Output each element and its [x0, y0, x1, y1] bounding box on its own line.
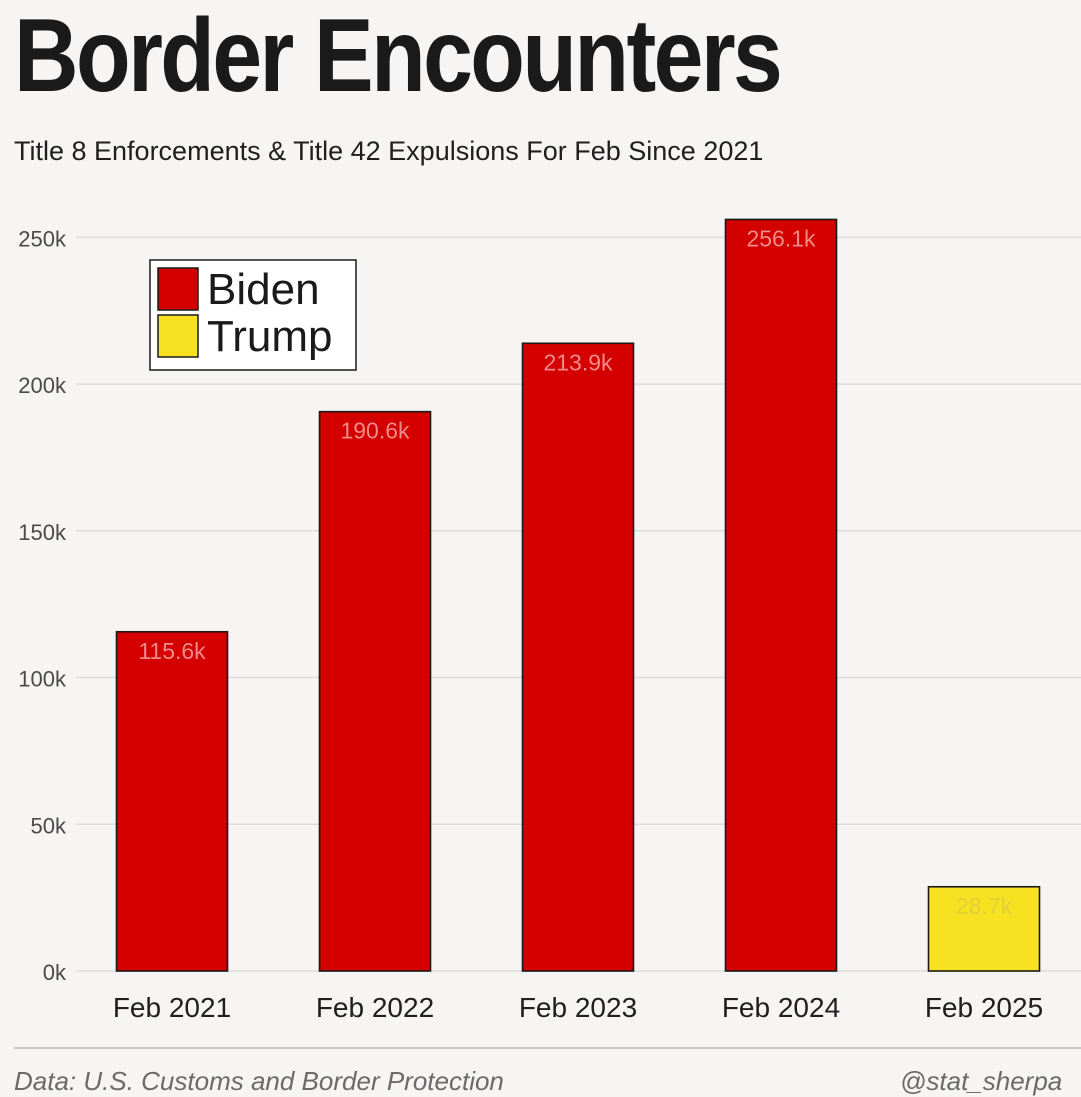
bar-value-label: 190.6k — [340, 418, 410, 444]
chart-subtitle: Title 8 Enforcements & Title 42 Expulsio… — [14, 136, 764, 166]
legend-label: Trump — [207, 312, 333, 361]
bar-value-label: 115.6k — [138, 638, 206, 664]
x-tick-label: Feb 2023 — [519, 992, 637, 1023]
bar-value-label: 213.9k — [543, 349, 613, 375]
y-tick-label: 0k — [43, 960, 67, 985]
legend-label: Biden — [207, 265, 320, 314]
legend-swatch — [157, 267, 199, 311]
bar-value-label: 28.7k — [956, 893, 1013, 919]
x-tick-label: Feb 2024 — [722, 992, 840, 1023]
x-tick-label: Feb 2022 — [316, 992, 434, 1023]
bar — [927, 885, 1041, 972]
y-tick-label: 200k — [18, 373, 67, 398]
bar-value-label: 256.1k — [746, 225, 816, 251]
bar — [521, 342, 635, 972]
x-tick-label: Feb 2025 — [925, 992, 1043, 1023]
x-tick-label: Feb 2021 — [113, 992, 231, 1023]
y-tick-label: 150k — [18, 520, 67, 545]
legend-swatch — [157, 314, 199, 358]
y-tick-label: 250k — [18, 226, 67, 251]
y-tick-label: 100k — [18, 667, 67, 692]
footer-divider — [14, 1047, 1081, 1049]
bar — [318, 410, 432, 972]
bar-chart: 0k 50k 100k 150k 200k 250k 115.6k Feb 2021 190.6… — [18, 218, 1081, 1023]
chart-title: Border Encounters — [14, 0, 783, 114]
y-tick-label: 50k — [31, 813, 67, 838]
data-source: Data: U.S. Customs and Border Protection — [14, 1066, 504, 1096]
author-handle: @stat_sherpa — [900, 1066, 1063, 1096]
bar — [724, 218, 838, 972]
bar — [115, 630, 229, 972]
